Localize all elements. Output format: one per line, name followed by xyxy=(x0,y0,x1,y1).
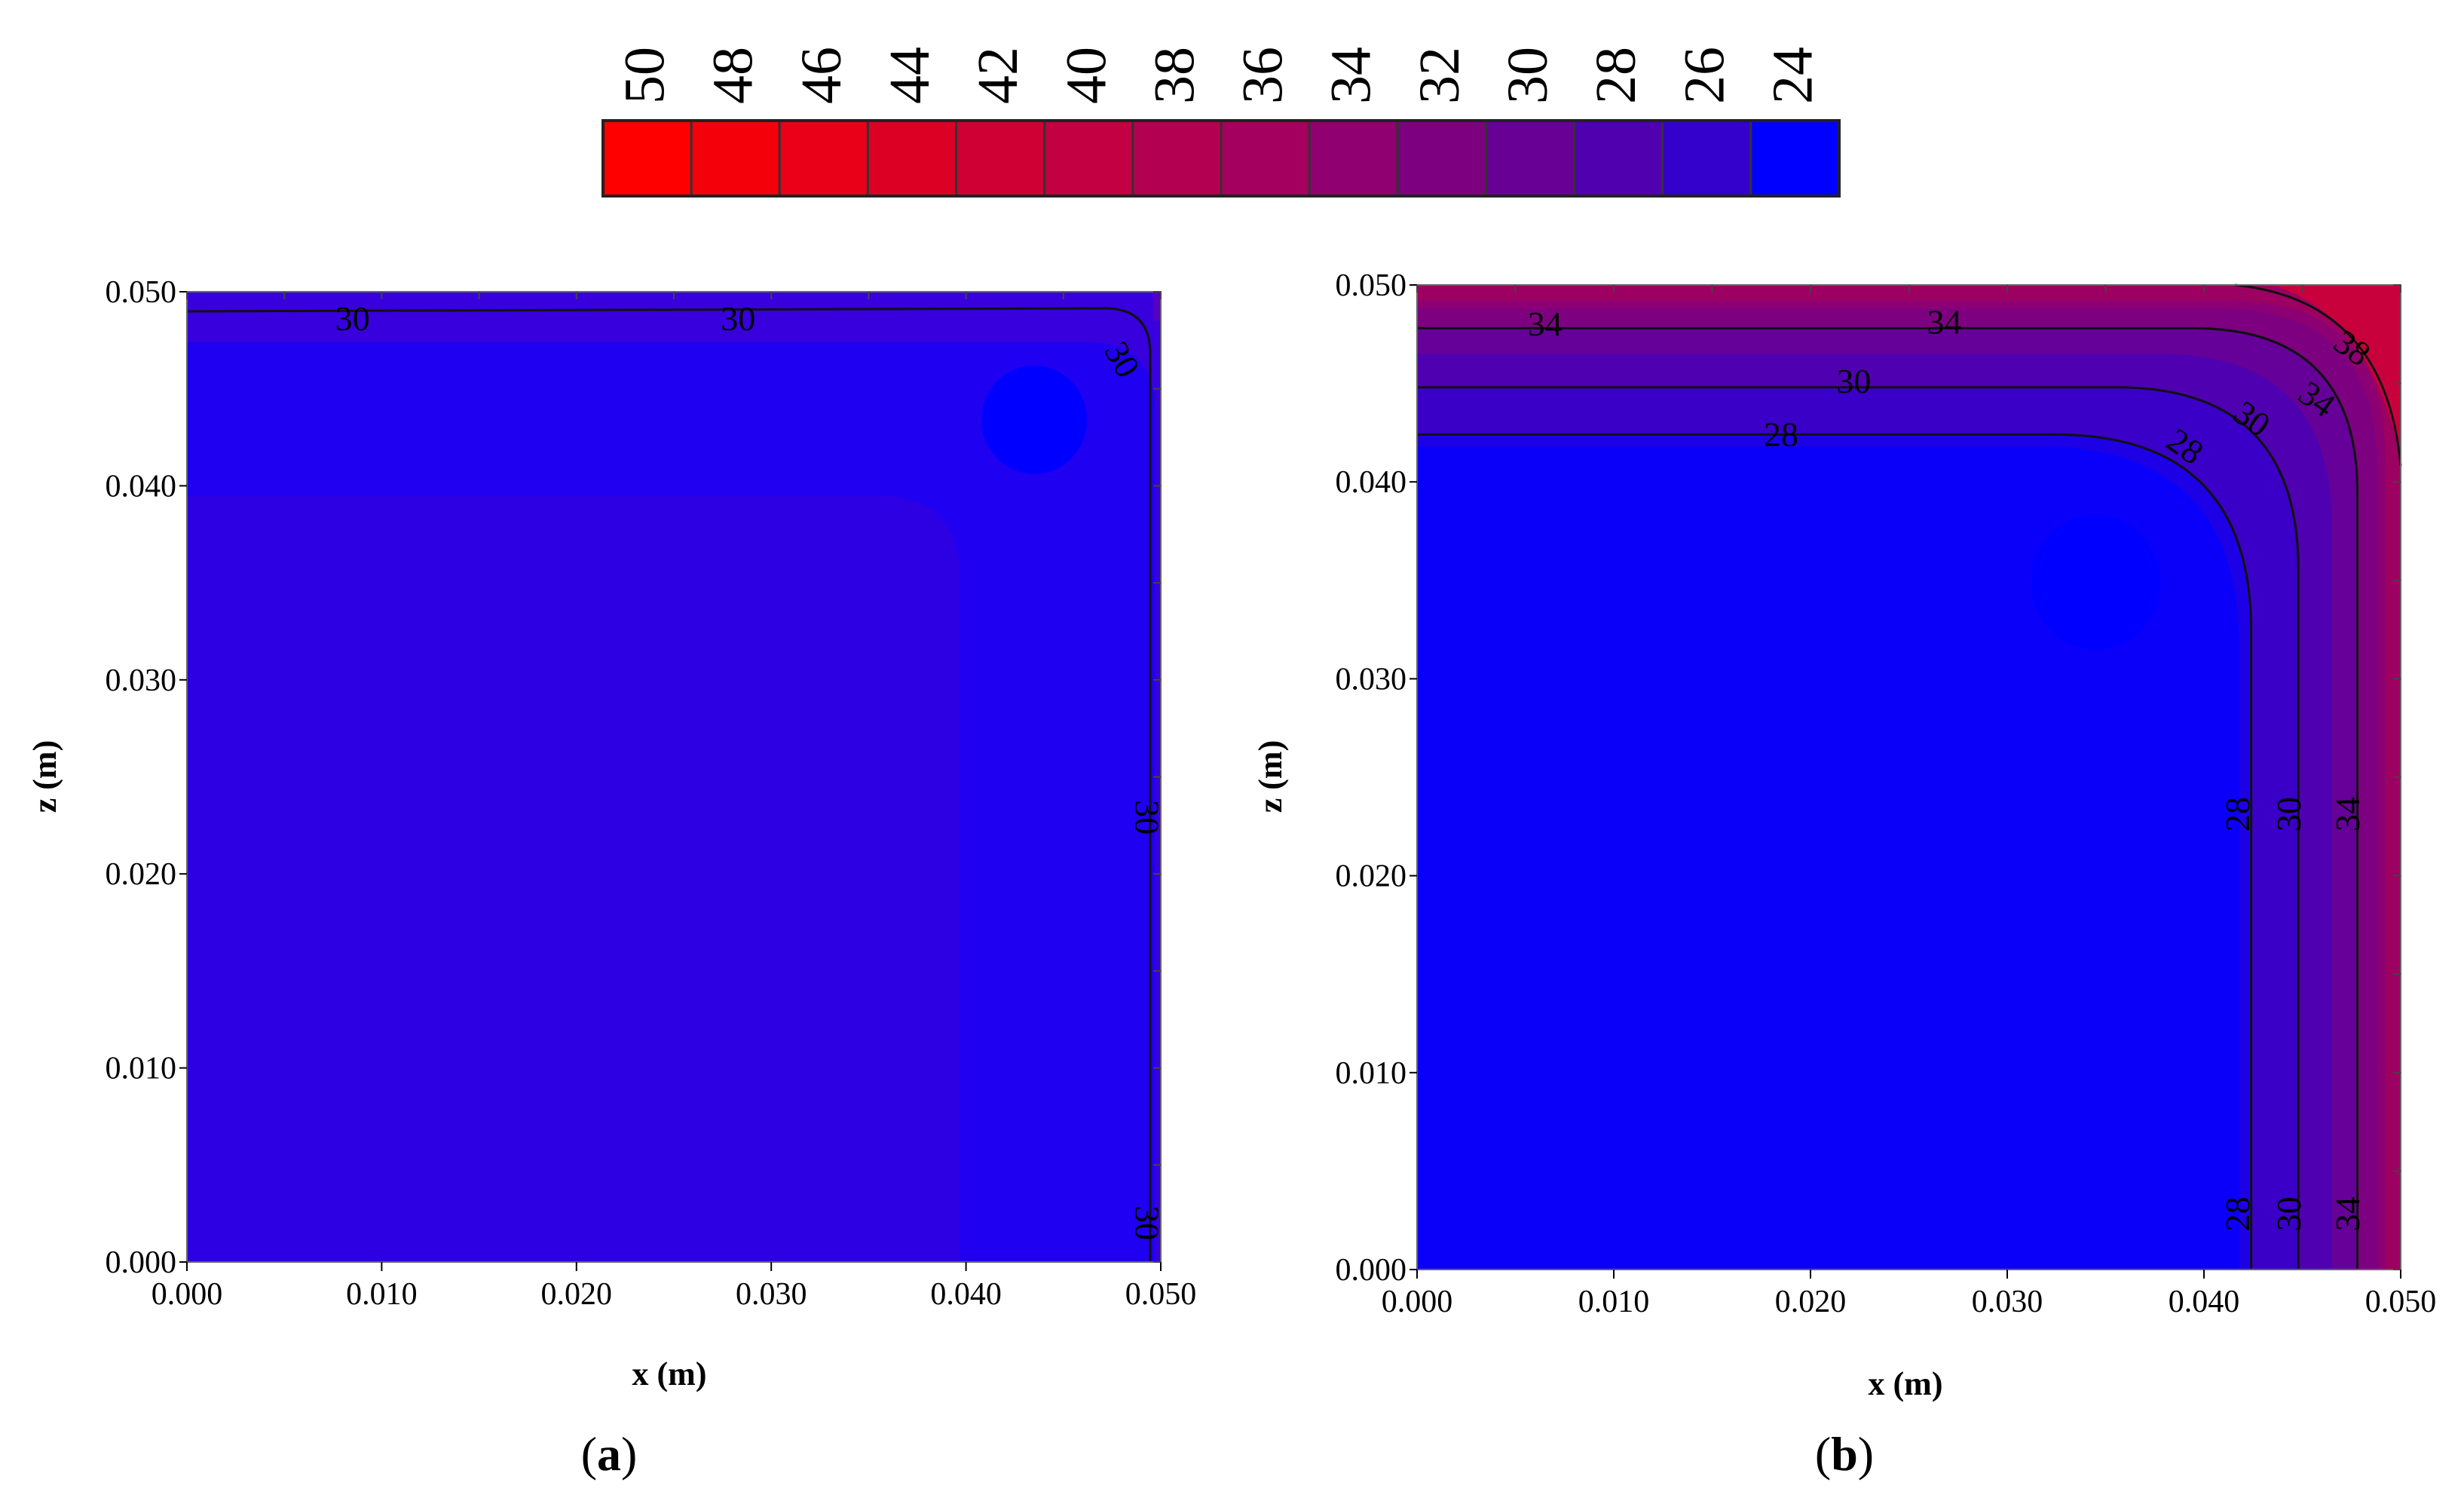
panel-a-xtick-label: 0.030 xyxy=(736,1277,807,1312)
panel-b-contour-label: 28 xyxy=(2218,1196,2257,1231)
panel-b-caption-letter: b xyxy=(1831,1427,1858,1481)
panel-b-contour-label: 34 xyxy=(2328,797,2367,832)
panel-b-contour-label: 30 xyxy=(1836,362,1871,400)
panel-a-ylabel: z (m) xyxy=(26,740,63,813)
panel-a-caption-letter: a xyxy=(597,1427,621,1481)
panel-b-ytick-label: 0.020 xyxy=(1336,859,1407,894)
colorbar-swatch xyxy=(866,119,958,198)
panel-a-ytick-label: 0.050 xyxy=(106,275,177,310)
panel-b-contour-label: 28 xyxy=(1764,415,1798,454)
panel-a-ytick-label: 0.000 xyxy=(106,1245,177,1280)
panel-a-xtick-label: 0.040 xyxy=(930,1277,1002,1312)
colorbar-tick-label: 38 xyxy=(1143,47,1206,104)
panel-b-xtick-label: 0.040 xyxy=(2169,1285,2240,1319)
colorbar-tick-label: 30 xyxy=(1496,47,1560,104)
panel-b-field xyxy=(1417,285,2401,1270)
colorbar-swatch xyxy=(690,119,781,198)
panel-a-xtick-label: 0.010 xyxy=(346,1277,418,1312)
panel-a-ytick-label: 0.030 xyxy=(106,663,177,698)
colorbar-swatch xyxy=(601,119,693,198)
panel-b-caption: (b) xyxy=(1815,1427,1874,1481)
panel-a-caption: (a) xyxy=(581,1427,638,1481)
panel-b-xlabel: x (m) xyxy=(1869,1365,1943,1402)
panel-a-axes: 0.000 0.010 0.020 0.030 0.040 0.050 0.000 0.010… xyxy=(106,275,1197,1312)
colorbar-tick-label: 28 xyxy=(1584,47,1648,104)
panel-a-contour-label: 30 xyxy=(1128,1205,1166,1240)
panel-a-cool-spot xyxy=(981,365,1088,474)
panel-a-contour-label: 30 xyxy=(721,299,755,338)
colorbar-swatch xyxy=(1484,119,1576,198)
panel-b-xtick-label: 0.050 xyxy=(2365,1285,2437,1319)
panel-b-caption-open: ( xyxy=(1815,1427,1831,1481)
panel-b-band-core xyxy=(1417,446,2239,1270)
colorbar-swatch xyxy=(955,119,1046,198)
colorbar-tick-label: 36 xyxy=(1232,47,1295,104)
panel-a-contour-label: 30 xyxy=(1128,800,1166,835)
colorbar-tick-label: 46 xyxy=(790,47,853,104)
panel-b-axes: 0.000 0.010 0.020 0.030 0.040 0.050 0.000 0.010… xyxy=(1336,268,2437,1319)
panel-b-ytick-label: 0.000 xyxy=(1336,1253,1407,1288)
panel-b-xtick-label: 0.020 xyxy=(1775,1285,1847,1319)
colorbar-tick-label: 44 xyxy=(878,47,941,104)
colorbar-swatch xyxy=(1131,119,1223,198)
panel-a-ytick-label: 0.020 xyxy=(106,857,177,892)
panel-b-cool-spot xyxy=(2031,514,2161,651)
colorbar-swatch xyxy=(1308,119,1399,198)
panel-a-warm-corner xyxy=(1152,292,1161,321)
colorbar-tick-label: 40 xyxy=(1054,47,1118,104)
panel-a-xlabel: x (m) xyxy=(632,1355,707,1392)
colorbar-tick-label: 32 xyxy=(1408,47,1471,104)
colorbar-swatch xyxy=(1220,119,1311,198)
panel-b-contour-label: 30 xyxy=(2270,797,2308,832)
panel-b-ylabel: z (m) xyxy=(1252,740,1289,813)
panel-b-ytick-label: 0.030 xyxy=(1336,662,1407,697)
colorbar-tick-label: 48 xyxy=(702,47,765,104)
panel-b-contour-label: 34 xyxy=(2328,1196,2367,1231)
panel-b-contour-line xyxy=(2234,283,2402,467)
colorbar-swatch xyxy=(1573,119,1664,198)
panel-a-caption-close: ) xyxy=(621,1427,637,1481)
colorbar-swatch xyxy=(1661,119,1752,198)
panel-a-ytick-label: 0.040 xyxy=(106,469,177,504)
panel-b-xtick-label: 0.010 xyxy=(1578,1285,1650,1319)
colorbar-swatch xyxy=(1749,119,1841,198)
panel-b-ytick-label: 0.050 xyxy=(1336,268,1407,303)
panel-b-contour-line xyxy=(1417,386,2300,1270)
panel-b-caption-close: ) xyxy=(1858,1427,1874,1481)
colorbar-frame xyxy=(601,119,1841,198)
panel-a-field xyxy=(187,292,1161,1262)
panel-b-hot-corner xyxy=(2273,285,2401,458)
colorbar-tick-label: 50 xyxy=(614,47,677,104)
colorbar-swatch xyxy=(1043,119,1134,198)
panel-b-ytick-label: 0.040 xyxy=(1336,465,1407,500)
panel-a-xtick-label: 0.000 xyxy=(152,1277,223,1312)
panel-b-contour-label: 28 xyxy=(2218,797,2257,832)
panel-b-xtick-label: 0.030 xyxy=(1972,1285,2043,1319)
panel-b-contour-label: 30 xyxy=(2270,1196,2308,1231)
colorbar-tick-label: 34 xyxy=(1320,47,1383,104)
colorbar-swatch xyxy=(778,119,869,198)
colorbar-tick-label: 24 xyxy=(1761,47,1824,104)
colorbar: 50 48 46 44 42 40 38 36 34 32 30 28 26 24 xyxy=(601,47,1841,198)
panel-a-xtick-label: 0.050 xyxy=(1125,1277,1197,1312)
panel-b-ytick-label: 0.010 xyxy=(1336,1056,1407,1091)
panel-b-contour-label: 34 xyxy=(1528,305,1563,343)
panel-a-region-inner xyxy=(187,495,960,1262)
panel-a-contour-label: 30 xyxy=(335,299,370,338)
panel-a-caption-open: ( xyxy=(581,1427,597,1481)
panel-a-ytick-label: 0.010 xyxy=(106,1052,177,1086)
colorbar-tick-label: 42 xyxy=(966,47,1030,104)
colorbar-swatch xyxy=(1396,119,1487,198)
panel-a-xtick-label: 0.020 xyxy=(541,1277,613,1312)
panel-b-contour-label: 34 xyxy=(1927,303,1961,342)
panel-a-contour-30 xyxy=(186,307,1152,1262)
colorbar-tick-label: 26 xyxy=(1673,47,1736,104)
panel-b-xtick-label: 0.000 xyxy=(1382,1285,1453,1319)
panel-b-contour-line xyxy=(1417,433,2253,1270)
panel-b-contour-line xyxy=(1417,326,2359,1270)
